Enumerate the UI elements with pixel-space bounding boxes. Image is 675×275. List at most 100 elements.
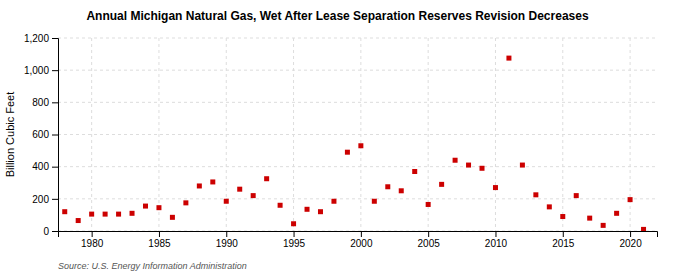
y-grid-line	[58, 166, 657, 167]
x-grid-line	[360, 38, 361, 231]
x-tick-mark	[226, 231, 227, 237]
y-tick-label: 0	[43, 226, 49, 237]
y-tick-label: 400	[32, 161, 49, 172]
x-axis-line	[59, 232, 658, 238]
point	[574, 193, 579, 198]
x-grid-line	[562, 38, 563, 231]
points	[62, 56, 646, 231]
x-tick: 2010	[485, 231, 508, 249]
title: Annual Michigan Natural Gas, Wet After L…	[86, 9, 589, 23]
point	[453, 158, 458, 163]
y-tick-label: 200	[32, 194, 49, 205]
point	[358, 143, 363, 148]
point	[412, 169, 417, 174]
point	[372, 199, 377, 204]
x-tick-mark	[294, 231, 295, 237]
point	[183, 200, 188, 205]
y-tick-mark	[52, 199, 58, 200]
x-tick-mark	[563, 231, 564, 237]
x-tick-label: 2010	[485, 238, 508, 249]
point	[170, 215, 175, 220]
point	[143, 204, 148, 209]
point	[331, 199, 336, 204]
y-tick-mark	[52, 167, 58, 168]
y-grid-line	[58, 134, 657, 135]
y-tick: 0	[43, 226, 58, 237]
y-tick-label: 600	[32, 129, 49, 140]
y-tick-label: 1,200	[24, 33, 49, 44]
x-grid-line	[91, 38, 92, 231]
y-axis: 0 200 400 600 800 1,000 1,200	[24, 33, 59, 237]
x-tick-mark	[361, 231, 362, 237]
x-tick-label: 1980	[81, 238, 104, 249]
point	[641, 227, 646, 231]
x-tick-mark	[428, 231, 429, 237]
point	[520, 163, 525, 168]
y-tick: 800	[32, 97, 58, 108]
point	[439, 182, 444, 187]
point	[156, 205, 161, 210]
point	[614, 211, 619, 216]
x-tick-mark	[159, 231, 160, 237]
x-axis: 1980 1985 1990 1995 2000 2005 2010 2015 2020	[59, 231, 658, 249]
y-tick: 200	[32, 194, 58, 205]
y-tick-mark	[52, 102, 58, 103]
x-tick: 1980	[81, 231, 104, 249]
point	[345, 150, 350, 155]
x-tick: 1985	[148, 231, 171, 249]
x-grid-line	[293, 38, 294, 231]
chart-svg: 1980 1985 1990 1995 2000 2005 2010 2015 2020 0 200…	[0, 0, 675, 275]
x-tick-mark	[495, 231, 496, 237]
x-grid-line	[158, 38, 159, 231]
x-tick-label: 2015	[552, 238, 575, 249]
source-note: Source: U.S. Energy Information Administ…	[58, 261, 247, 271]
x-tick: 2005	[418, 231, 441, 249]
x-tick-label: 2005	[418, 238, 441, 249]
point	[264, 176, 269, 181]
plot-area: 1980 1985 1990 1995 2000 2005 2010 2015 2020 0 200…	[24, 33, 658, 249]
x-tick: 2000	[350, 231, 373, 249]
y-tick-mark	[52, 231, 58, 232]
point	[318, 209, 323, 214]
x-tick-mark	[630, 231, 631, 237]
x-tick-label: 2020	[619, 238, 642, 249]
point	[466, 163, 471, 168]
y-tick-mark	[52, 135, 58, 136]
x-tick-label: 1995	[283, 238, 306, 249]
point	[628, 197, 633, 202]
y-axis-title: Billion Cubic Feet	[4, 92, 16, 178]
x-tick-mark	[92, 231, 93, 237]
x-grid-line	[495, 38, 496, 231]
point	[224, 199, 229, 204]
x-tick: 1990	[216, 231, 239, 249]
point	[197, 183, 202, 188]
point	[547, 204, 552, 209]
y-tick-mark	[52, 38, 58, 39]
point	[493, 185, 498, 190]
point	[278, 203, 283, 208]
point	[533, 192, 538, 197]
point	[89, 212, 94, 217]
point	[426, 202, 431, 207]
y-grid-line	[58, 38, 657, 39]
point	[506, 56, 511, 61]
x-tick: 2020	[619, 231, 642, 249]
point	[62, 209, 67, 214]
y-grid-line	[58, 198, 657, 199]
y-grid-line	[58, 102, 657, 103]
point	[480, 166, 485, 171]
y-tick-label: 800	[32, 97, 49, 108]
point	[399, 188, 404, 193]
y-tick: 400	[32, 161, 58, 172]
point	[385, 184, 390, 189]
point	[103, 212, 108, 217]
point	[130, 211, 135, 216]
x-tick-label: 1990	[216, 238, 239, 249]
y-tick: 1,000	[24, 65, 58, 76]
y-grid-line	[58, 70, 657, 71]
y-tick: 600	[32, 129, 58, 140]
point	[210, 179, 215, 184]
x-tick-label: 1985	[148, 238, 171, 249]
point	[76, 218, 81, 223]
point	[601, 223, 606, 228]
